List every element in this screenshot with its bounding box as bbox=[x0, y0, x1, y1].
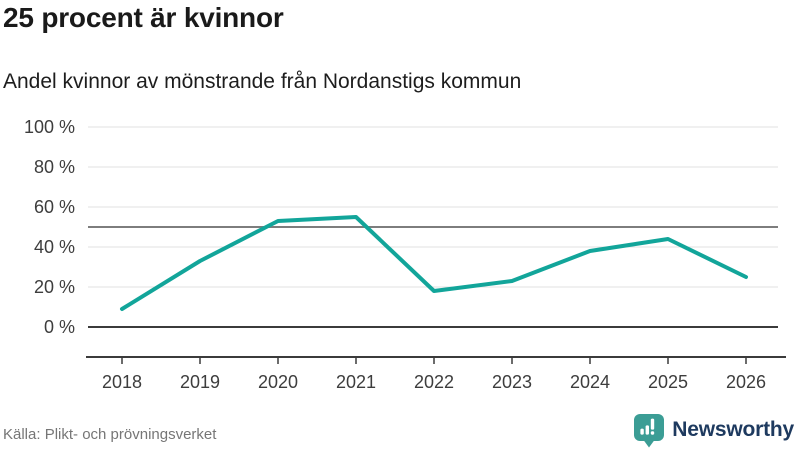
line-chart-plot: 0 % 20 % 40 % 60 % 80 % 100 % 2018 2019 2020 2021… bbox=[24, 117, 786, 392]
y-tick-label: 0 % bbox=[44, 317, 75, 337]
x-tick-label: 2021 bbox=[336, 372, 376, 392]
newsworthy-logo: Newsworthy bbox=[633, 412, 794, 448]
newsworthy-wordmark: Newsworthy bbox=[672, 418, 794, 441]
chart-subtitle: Andel kvinnor av mönstrande från Nordans… bbox=[3, 70, 522, 93]
x-tick-label: 2023 bbox=[492, 372, 532, 392]
x-tick-label: 2019 bbox=[180, 372, 220, 392]
x-tick-label: 2025 bbox=[648, 372, 688, 392]
x-tick-label: 2018 bbox=[102, 372, 142, 392]
chart-title: 25 procent är kvinnor bbox=[3, 2, 284, 33]
y-tick-label: 20 % bbox=[34, 277, 75, 297]
y-tick-label: 100 % bbox=[24, 117, 75, 137]
y-tick-label: 60 % bbox=[34, 197, 75, 217]
x-tick-label: 2026 bbox=[726, 372, 766, 392]
y-tick-label: 40 % bbox=[34, 237, 75, 257]
x-tick-label: 2024 bbox=[570, 372, 610, 392]
bar-chart-speech-bubble-icon bbox=[634, 413, 665, 447]
y-tick-label: 80 % bbox=[34, 157, 75, 177]
data-line bbox=[120, 215, 748, 311]
x-tick-label: 2022 bbox=[414, 372, 454, 392]
x-tick-label: 2020 bbox=[258, 372, 298, 392]
source-note: Källa: Plikt- och prövningsverket bbox=[3, 426, 217, 443]
